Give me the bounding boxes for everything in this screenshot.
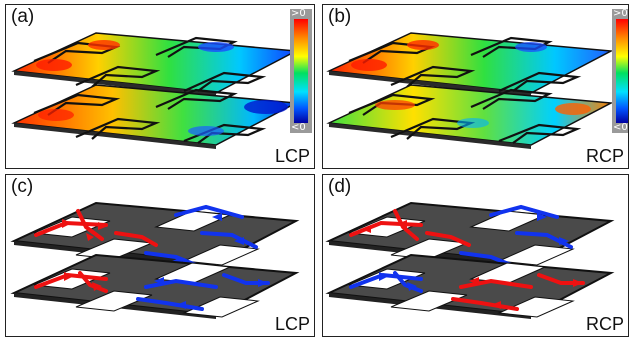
colorbar-gradient bbox=[294, 19, 308, 123]
field-map-a bbox=[11, 32, 299, 149]
panel-label: (a) bbox=[11, 6, 35, 27]
polarization-label: LCP bbox=[274, 314, 310, 334]
panel-b: (b) RCP >0 <0 bbox=[322, 4, 629, 169]
colorbar-bottom-label: <0 bbox=[291, 122, 306, 133]
colorbar-gradient bbox=[616, 19, 628, 123]
panel-c: (c) LCP bbox=[5, 174, 315, 337]
panel-a: (a) LCP >0 <0 bbox=[5, 4, 315, 169]
colorbar: >0 <0 bbox=[290, 9, 312, 133]
colorbar: >0 <0 bbox=[612, 8, 628, 133]
polarization-label: LCP bbox=[274, 146, 310, 166]
polarization-label: RCP bbox=[585, 146, 624, 166]
current-diagram-c bbox=[10, 201, 300, 319]
field-map-b bbox=[326, 32, 614, 149]
colorbar-top-label: >0 bbox=[291, 8, 306, 19]
colorbar-top-label: >0 bbox=[613, 8, 628, 19]
panel-label: (d) bbox=[328, 176, 352, 197]
panel-label: (c) bbox=[11, 176, 34, 197]
polarization-label: RCP bbox=[585, 314, 624, 334]
colorbar-bottom-label: <0 bbox=[613, 122, 628, 133]
current-diagram-d bbox=[325, 201, 615, 319]
panel-label: (b) bbox=[328, 6, 352, 27]
panel-d: (d) RCP bbox=[322, 174, 629, 337]
